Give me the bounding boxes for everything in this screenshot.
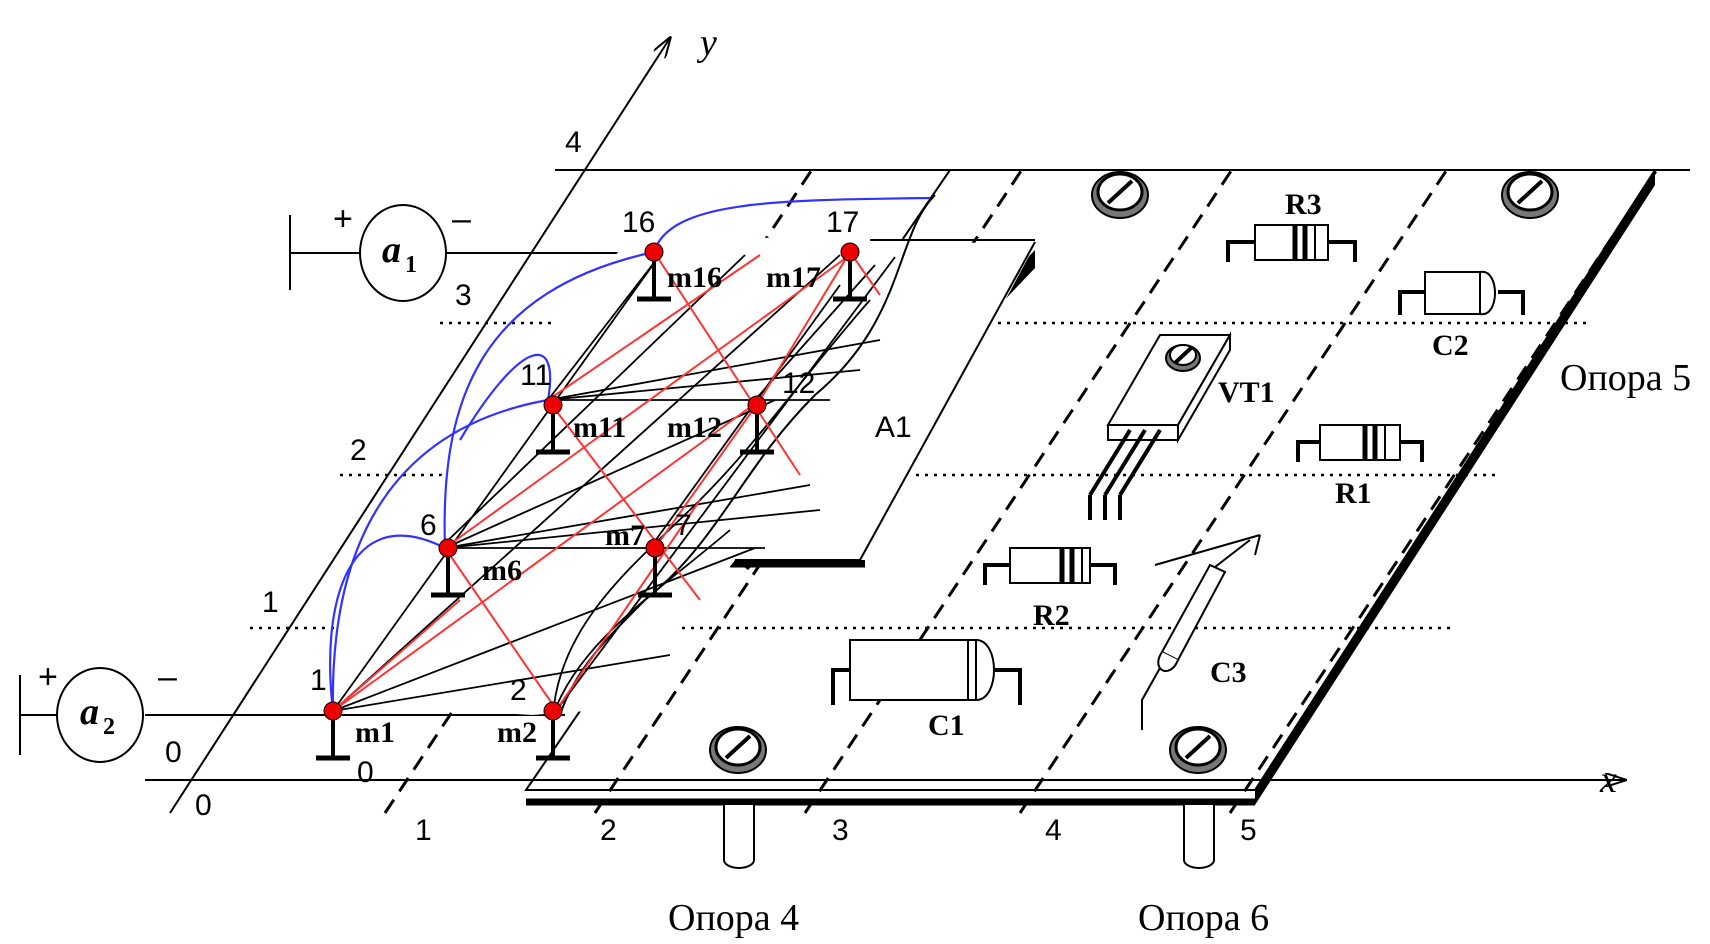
- node-number-2: 2: [510, 674, 527, 707]
- component-label-c2: C2: [1432, 329, 1469, 362]
- support-leg-4: [723, 805, 755, 869]
- x-grid-label-4: 4: [1045, 814, 1062, 847]
- node-n17: [833, 242, 867, 302]
- node-number-17: 17: [826, 206, 859, 239]
- component-label-r1: R1: [1335, 477, 1372, 510]
- axis-x-label: x: [1599, 759, 1617, 801]
- node-mark-m11: m11: [573, 411, 626, 444]
- support-leg-6: [1183, 805, 1215, 869]
- svg-text:a: a: [80, 691, 99, 733]
- node-n11: [536, 395, 570, 455]
- node-n12: [740, 395, 774, 455]
- node-n1: [316, 701, 350, 761]
- component-label-r2: R2: [1033, 599, 1070, 632]
- main-board: [524, 169, 1657, 806]
- board-label-a1: A1: [875, 411, 912, 444]
- red-links: [332, 251, 881, 716]
- screw-icon: [709, 726, 767, 774]
- node-mark-m1: m1: [355, 716, 395, 749]
- node-number-6: 6: [420, 509, 437, 542]
- node-number-16: 16: [622, 206, 655, 239]
- capacitor-c3-icon: [1141, 534, 1261, 730]
- capacitor-c1-icon: [831, 638, 1022, 705]
- x-grid-label-1: 1: [415, 814, 432, 847]
- resistor-r2-icon: [983, 547, 1117, 585]
- y-grid-label-1: 1: [262, 586, 279, 619]
- support-label-4: Опора 4: [668, 897, 799, 939]
- component-label-vt1: VT1: [1218, 376, 1275, 409]
- generator-a2-minus: –: [158, 658, 177, 696]
- node-n6: [431, 538, 465, 598]
- node-mark-m2: m2: [497, 716, 537, 749]
- blue-wires: [329, 196, 931, 712]
- x-grid-label-3: 3: [832, 814, 849, 847]
- node-number-12: 12: [782, 367, 815, 400]
- node-number-7: 7: [675, 509, 692, 542]
- node-mark-m12: m12: [667, 411, 722, 444]
- daughter-board-a1: [300, 194, 1036, 716]
- generator-a1-minus: –: [452, 200, 471, 238]
- x-grid-label-2: 2: [600, 814, 617, 847]
- axis-y-label: y: [696, 22, 717, 64]
- node-n7: [638, 538, 672, 598]
- support-label-6: Опора 6: [1138, 897, 1269, 939]
- x-grid-label-0: 0: [195, 789, 212, 822]
- component-label-c1: C1: [928, 709, 965, 742]
- svg-text:2: 2: [103, 714, 115, 740]
- component-label-c3: C3: [1210, 656, 1247, 689]
- node-mark-m17: m17: [766, 261, 821, 294]
- y-grid-label-2: 2: [350, 434, 367, 467]
- resistor-r1-icon: [1296, 424, 1424, 462]
- y-grid-label-0: 0: [165, 736, 182, 769]
- capacitor-c2-icon: [1398, 270, 1525, 316]
- node-mark-m7: m7: [605, 519, 645, 552]
- generator-a1: a 1 + –: [289, 200, 471, 302]
- screw-icon: [1091, 171, 1149, 219]
- generator-a1-plus: +: [333, 200, 353, 238]
- origin-label: 0: [357, 756, 374, 789]
- y-grid-label-4: 4: [565, 126, 582, 159]
- node-number-11: 11: [520, 359, 551, 392]
- node-mark-m6: m6: [482, 554, 522, 587]
- generator-a2-plus: +: [38, 658, 58, 696]
- component-label-r3: R3: [1285, 188, 1322, 221]
- screw-icon: [1169, 726, 1227, 774]
- resistor-r3-icon: [1226, 224, 1357, 262]
- node-n16: [637, 242, 671, 302]
- y-grid-label-3: 3: [455, 279, 472, 312]
- screw-icon: [1501, 171, 1559, 219]
- svg-text:1: 1: [405, 252, 417, 278]
- transistor-vt1-icon: [1088, 331, 1232, 520]
- svg-text:a: a: [382, 229, 401, 271]
- x-grid-label-5: 5: [1240, 814, 1257, 847]
- node-number-1: 1: [310, 664, 327, 697]
- generator-a2: a 2 + –: [19, 658, 177, 763]
- node-n2: [536, 701, 570, 761]
- support-label-5: Опора 5: [1560, 357, 1691, 399]
- node-mark-m16: m16: [667, 261, 722, 294]
